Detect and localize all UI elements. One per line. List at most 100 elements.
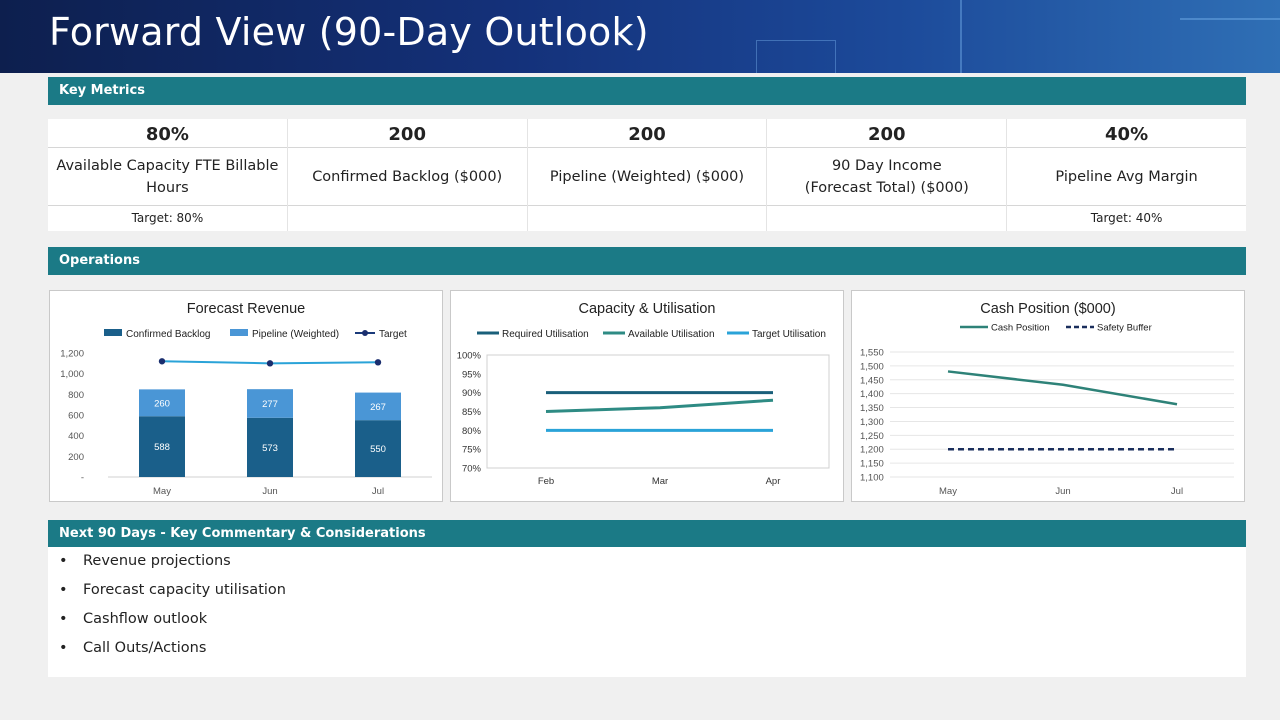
y-tick-label: 1,100 [860, 473, 884, 484]
plot-area [486, 354, 830, 469]
data-label: 260 [154, 398, 170, 409]
y-tick-label: 1,300 [860, 417, 884, 428]
metric-90-day-income: 200 90 Day Income (Forecast Total) ($000… [767, 119, 1008, 231]
y-tick-label: 90% [462, 388, 482, 399]
chart-title: Forecast Revenue [187, 301, 305, 317]
metric-target [288, 206, 527, 230]
bar-confirmed-backlog [247, 417, 293, 477]
bar-pipeline-weighted [139, 389, 185, 417]
data-label: 277 [262, 399, 278, 410]
metric-label: Pipeline (Weighted) ($000) [527, 148, 767, 206]
chart-title: Cash Position ($000) [980, 301, 1115, 317]
bullet-icon: • [59, 611, 68, 627]
y-tick-label: 1,550 [860, 348, 884, 359]
bullet-icon: • [59, 640, 68, 656]
data-label: 573 [262, 443, 278, 454]
metric-label-text: 90 Day Income (Forecast Total) ($000) [804, 157, 969, 196]
y-tick-label: 1,250 [860, 431, 884, 442]
commentary-panel: • Revenue projections • Forecast capacity … [48, 547, 1246, 677]
x-tick-label: Apr [766, 476, 781, 487]
x-tick-label: Jul [372, 486, 384, 497]
legend-marker [362, 330, 368, 336]
chart-title: Capacity & Utilisation [579, 301, 716, 317]
banner-decoration [1180, 18, 1280, 20]
y-tick-label: 1,450 [860, 375, 884, 386]
x-tick-label: Jul [1171, 486, 1183, 497]
series-line [545, 398, 774, 413]
y-tick-label: 1,400 [860, 389, 884, 400]
metric-pipeline-weighted: 200 Pipeline (Weighted) ($000) [527, 119, 768, 231]
y-tick-label: 100% [457, 351, 482, 362]
x-tick-label: Jun [1055, 486, 1070, 497]
legend-label: Safety Buffer [1097, 323, 1152, 334]
banner-decoration [756, 40, 836, 73]
list-item: • Forecast capacity utilisation [48, 580, 1246, 609]
page-title: Forward View (90-Day Outlook) [49, 10, 649, 54]
x-tick-label: Feb [538, 476, 554, 487]
metric-capacity: 80% Available Capacity FTE Billable Hour… [48, 119, 288, 231]
y-tick-label: 400 [68, 431, 84, 442]
legend-label: Target [379, 329, 407, 340]
metric-target [528, 206, 767, 230]
data-label: 267 [370, 402, 386, 413]
metric-label: 90 Day Income (Forecast Total) ($000) [767, 148, 1007, 206]
y-tick-label: 75% [462, 445, 482, 456]
metric-label: Pipeline Avg Margin [1007, 148, 1246, 206]
data-label: 550 [370, 444, 386, 455]
metric-target [767, 206, 1006, 230]
metric-target: Target: 80% [131, 211, 204, 225]
list-item-text: Revenue projections [83, 553, 231, 569]
banner-decoration [960, 0, 962, 73]
target-marker [266, 360, 274, 367]
target-marker [158, 358, 166, 365]
forecast-revenue-svg: Forecast Revenue Confirmed Backlog Pipelin… [60, 301, 432, 497]
metric-confirmed-backlog: 200 Confirmed Backlog ($000) [287, 119, 528, 231]
capacity-utilisation-svg: Capacity & Utilisation Required Utilisati… [457, 301, 830, 487]
list-item: • Cashflow outlook [48, 609, 1246, 638]
legend-swatch [104, 329, 122, 336]
y-tick-label: 200 [68, 452, 84, 463]
y-tick-label: 80% [462, 426, 482, 437]
metric-label: Available Capacity FTE Billable Hours [48, 148, 287, 206]
section-header-key-metrics: Key Metrics [48, 77, 1246, 105]
y-tick-label: 1,200 [860, 445, 884, 456]
legend-label: Confirmed Backlog [126, 329, 210, 340]
legend-label: Available Utilisation [628, 329, 715, 340]
list-item-text: Forecast capacity utilisation [83, 582, 286, 598]
x-tick-label: May [939, 486, 957, 497]
metric-value: 200 [767, 119, 1007, 148]
metric-target: Target: 40% [1090, 211, 1163, 225]
metric-value: 80% [48, 119, 287, 148]
y-tick-label: 95% [462, 369, 482, 380]
bar-pipeline-weighted [355, 392, 401, 421]
y-tick-label: 1,200 [60, 349, 84, 360]
section-header-commentary: Next 90 Days - Key Commentary & Consider… [48, 520, 1246, 548]
target-marker [374, 359, 382, 366]
metric-value: 200 [287, 119, 527, 148]
metric-pipeline-margin: 40% Pipeline Avg Margin Target: 40% [1007, 119, 1246, 231]
bullet-icon: • [59, 582, 68, 598]
cash-position-chart: Cash Position ($000) Cash Position Safety … [851, 290, 1245, 502]
legend-label: Target Utilisation [752, 329, 826, 340]
metric-label: Confirmed Backlog ($000) [287, 148, 527, 206]
y-tick-label: 1,500 [860, 361, 884, 372]
forecast-revenue-chart: Forecast Revenue Confirmed Backlog Pipelin… [49, 290, 443, 502]
bar-confirmed-backlog [355, 420, 401, 477]
y-tick-label: 1,150 [860, 459, 884, 470]
x-tick-label: Mar [652, 476, 668, 487]
key-metrics-table: 80% Available Capacity FTE Billable Hour… [48, 119, 1246, 231]
cash-position-svg: Cash Position ($000) Cash Position Safety … [860, 301, 1234, 497]
legend-label: Required Utilisation [502, 329, 589, 340]
legend-label: Pipeline (Weighted) [252, 329, 339, 340]
x-tick-label: Jun [262, 486, 277, 497]
list-item-text: Call Outs/Actions [83, 640, 207, 656]
x-tick-label: May [153, 486, 171, 497]
data-label: 588 [154, 442, 170, 453]
y-tick-label: 600 [68, 411, 84, 422]
capacity-utilisation-chart: Capacity & Utilisation Required Utilisati… [450, 290, 844, 502]
commentary-list: • Revenue projections • Forecast capacity … [48, 547, 1246, 667]
y-tick-label: 85% [462, 407, 482, 418]
legend-swatch [230, 329, 248, 336]
y-tick-label: 1,350 [860, 403, 884, 414]
bullet-icon: • [59, 553, 68, 569]
